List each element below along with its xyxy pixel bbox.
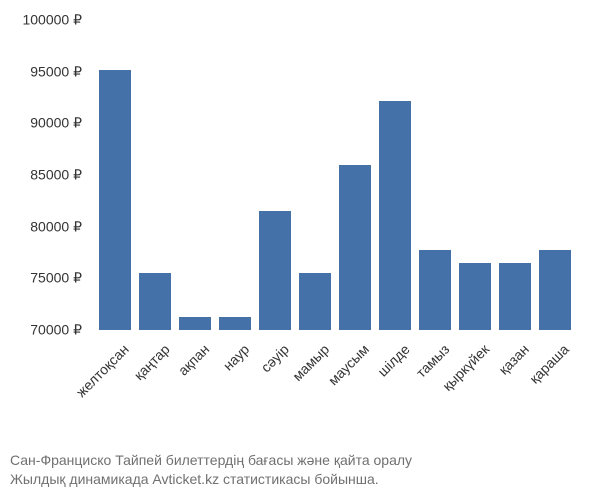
x-tick-label: шілде — [374, 341, 413, 380]
y-tick-label: 85000 ₽ — [30, 167, 82, 184]
bar — [499, 263, 530, 330]
bar — [259, 211, 290, 330]
bar — [99, 70, 130, 330]
caption-line-2: Жылдық динамикада Avticket.kz статистика… — [10, 470, 590, 490]
x-tick-label: маусым — [325, 341, 372, 388]
y-tick-label: 100000 ₽ — [22, 12, 82, 29]
y-tick-label: 70000 ₽ — [30, 322, 82, 339]
y-tick-label: 90000 ₽ — [30, 115, 82, 132]
bar — [539, 250, 570, 330]
x-tick-label: қаңтар — [130, 341, 172, 383]
bar — [179, 317, 210, 330]
x-tick-label: сәуір — [258, 341, 292, 375]
x-tick-label: қараша — [527, 341, 573, 387]
caption-line-1: Сан-Франциско Тайпей билеттердің бағасы … — [10, 451, 590, 471]
x-tick-label: ақпан — [175, 341, 212, 378]
bar — [219, 317, 250, 330]
bar — [379, 101, 410, 330]
y-tick-label: 80000 ₽ — [30, 218, 82, 235]
y-axis: 70000 ₽75000 ₽80000 ₽85000 ₽90000 ₽95000… — [0, 20, 90, 330]
x-axis-labels: желтоқсанқаңтарақпаннаурсәуірмамырмаусым… — [95, 335, 575, 455]
x-tick-label: желтоқсан — [73, 341, 132, 400]
bar — [139, 273, 170, 330]
y-tick-label: 95000 ₽ — [30, 63, 82, 80]
bars-container — [95, 20, 575, 330]
x-tick-label: қазан — [496, 341, 533, 378]
y-tick-label: 75000 ₽ — [30, 270, 82, 287]
chart-plot-area — [95, 20, 575, 330]
x-tick-label: наур — [220, 341, 253, 374]
bar — [459, 263, 490, 330]
bar — [339, 165, 370, 330]
bar — [419, 250, 450, 330]
bar — [299, 273, 330, 330]
chart-caption: Сан-Франциско Тайпей билеттердің бағасы … — [0, 451, 600, 490]
